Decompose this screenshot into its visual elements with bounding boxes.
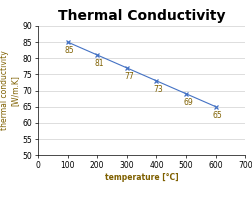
Text: 65: 65 xyxy=(212,111,222,120)
Text: 73: 73 xyxy=(153,85,163,94)
Text: 85: 85 xyxy=(65,46,74,55)
Line: Sodium: Sodium xyxy=(65,40,217,109)
Sodium xyxy=(66,41,69,43)
Sodium xyxy=(125,67,128,69)
Text: 77: 77 xyxy=(123,72,133,81)
Sodium xyxy=(184,93,187,95)
Text: 69: 69 xyxy=(183,98,192,107)
Y-axis label: thermal conductivity
[W/m.K]: thermal conductivity [W/m.K] xyxy=(1,51,20,130)
Text: 81: 81 xyxy=(94,59,104,68)
Sodium xyxy=(154,80,158,82)
Sodium xyxy=(213,105,216,108)
X-axis label: temperature [°C]: temperature [°C] xyxy=(104,173,178,181)
Sodium xyxy=(95,54,98,56)
Title: Thermal Conductivity: Thermal Conductivity xyxy=(58,9,225,23)
